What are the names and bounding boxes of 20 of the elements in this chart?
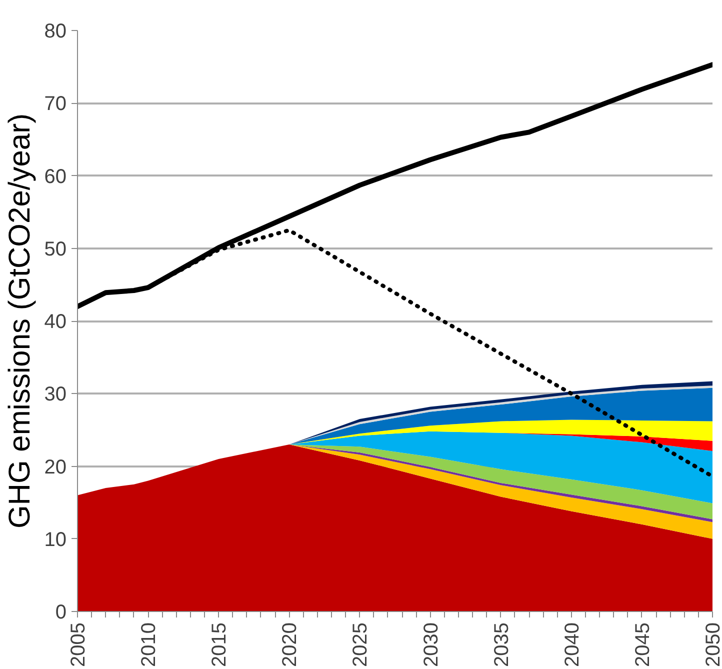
x-tick-label: 2020 [279,622,302,667]
x-tick-label: 2045 [632,622,654,667]
x-tick-label: 2030 [420,622,442,667]
y-tick-label: 70 [44,93,67,116]
x-tick-label: 2035 [490,622,513,667]
y-tick-label: 40 [44,311,67,333]
x-tick-label: 2015 [208,622,231,667]
y-tick-label: 80 [44,20,67,42]
x-tick-label: 2025 [350,622,372,667]
x-tick-label: 2040 [561,622,584,667]
x-tick-label: 2050 [702,622,722,667]
y-tick-label: 30 [44,384,67,406]
y-tick-label: 0 [55,602,66,624]
y-tick-label: 60 [44,166,67,188]
y-tick-label: 10 [44,528,67,551]
y-tick-label: 20 [44,456,67,478]
y-tick-label: 50 [44,238,67,260]
x-tick-label: 2005 [68,622,90,667]
x-tick-label: 2010 [138,622,160,667]
y-axis-title: GHG emissions (GtCO2e/year) [3,113,36,529]
